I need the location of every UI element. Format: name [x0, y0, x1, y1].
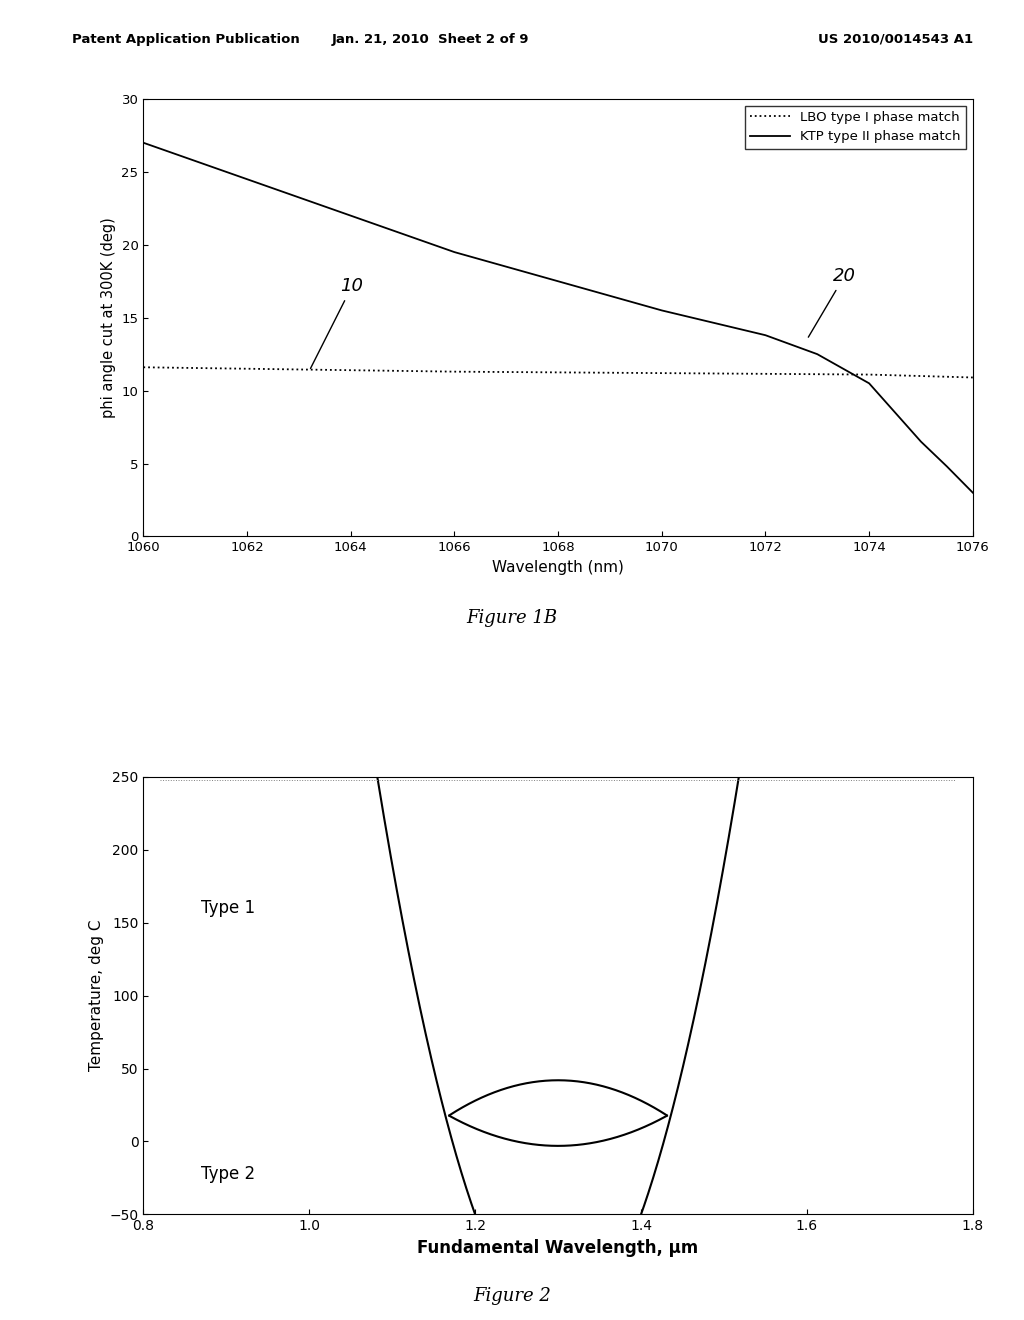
KTP type II phase match: [655, 302, 668, 318]
KTP type II phase match: [967, 484, 979, 500]
KTP type II phase match: [552, 273, 564, 289]
KTP type II phase match: [889, 404, 901, 420]
X-axis label: Fundamental Wavelength, μm: Fundamental Wavelength, μm: [418, 1238, 698, 1257]
LBO type I phase match: [967, 370, 979, 385]
LBO type I phase match: [863, 367, 876, 383]
Text: 10: 10: [310, 277, 364, 368]
Text: Figure 1B: Figure 1B: [467, 609, 557, 627]
KTP type II phase match: [863, 375, 876, 391]
LBO type I phase match: [449, 364, 461, 380]
LBO type I phase match: [552, 364, 564, 380]
Text: 20: 20: [808, 267, 856, 337]
LBO type I phase match: [760, 366, 772, 381]
KTP type II phase match: [241, 172, 253, 187]
KTP type II phase match: [914, 434, 927, 450]
LBO type I phase match: [137, 359, 150, 375]
LBO type I phase match: [655, 366, 668, 381]
Line: LBO type I phase match: LBO type I phase match: [143, 367, 973, 378]
Legend: LBO type I phase match, KTP type II phase match: LBO type I phase match, KTP type II phas…: [745, 106, 967, 149]
LBO type I phase match: [241, 360, 253, 376]
Line: KTP type II phase match: KTP type II phase match: [143, 143, 973, 492]
Text: Type 1: Type 1: [202, 899, 256, 917]
Text: US 2010/0014543 A1: US 2010/0014543 A1: [818, 33, 973, 46]
KTP type II phase match: [811, 346, 823, 362]
X-axis label: Wavelength (nm): Wavelength (nm): [493, 560, 624, 574]
Y-axis label: Temperature, deg C: Temperature, deg C: [89, 920, 103, 1072]
KTP type II phase match: [941, 458, 953, 474]
LBO type I phase match: [345, 362, 357, 378]
KTP type II phase match: [137, 135, 150, 150]
Text: Patent Application Publication: Patent Application Publication: [72, 33, 299, 46]
Y-axis label: phi angle cut at 300K (deg): phi angle cut at 300K (deg): [101, 218, 116, 418]
Text: Figure 2: Figure 2: [473, 1287, 551, 1305]
Text: Type 2: Type 2: [202, 1164, 256, 1183]
KTP type II phase match: [760, 327, 772, 343]
KTP type II phase match: [449, 244, 461, 260]
KTP type II phase match: [345, 207, 357, 223]
Text: Jan. 21, 2010  Sheet 2 of 9: Jan. 21, 2010 Sheet 2 of 9: [332, 33, 528, 46]
